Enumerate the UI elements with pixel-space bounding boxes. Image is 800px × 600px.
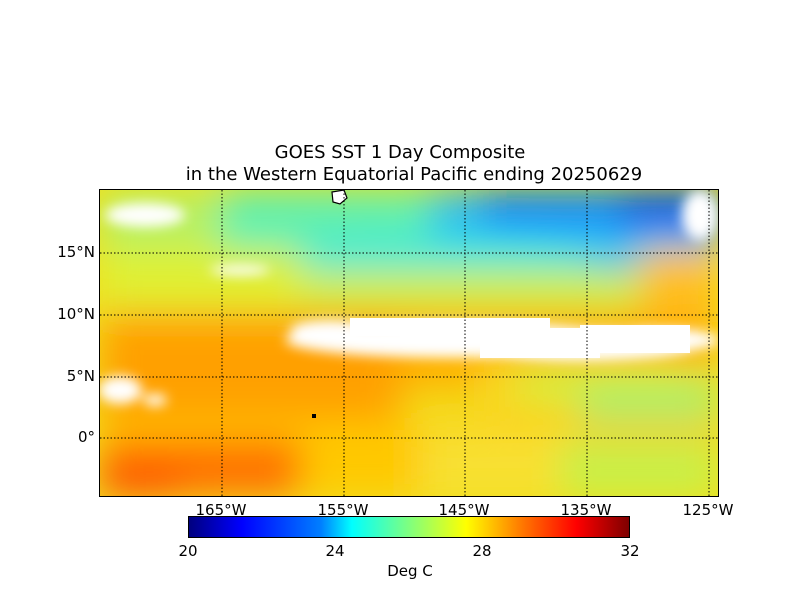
- colorbar-tick-28: 28: [472, 542, 492, 560]
- island-dot: [312, 414, 316, 418]
- map-title-line1: GOES SST 1 Day Composite: [274, 142, 526, 163]
- lat-label-5n: 5°N: [66, 367, 95, 385]
- colorbar-tick-20: 20: [178, 542, 198, 560]
- lat-label-15n: 15°N: [57, 243, 95, 261]
- colorbar-tick-32: 32: [620, 542, 640, 560]
- sst-field: [100, 190, 718, 496]
- lat-label-10n: 10°N: [57, 305, 95, 323]
- colorbar-tick-24: 24: [325, 542, 345, 560]
- colorbar-label: Deg C: [387, 562, 433, 580]
- sst-map: [99, 189, 719, 497]
- lon-label-145w: 145°W: [438, 501, 490, 519]
- lon-label-125w: 125°W: [682, 501, 734, 519]
- sst-colorbar: [188, 516, 630, 538]
- lon-label-155w: 155°W: [317, 501, 369, 519]
- map-title-line2: in the Western Equatorial Pacific ending…: [185, 164, 643, 185]
- graticule: [100, 190, 718, 496]
- lon-label-135w: 135°W: [560, 501, 612, 519]
- lon-label-165w: 165°W: [195, 501, 247, 519]
- lat-label-0: 0°: [77, 428, 95, 446]
